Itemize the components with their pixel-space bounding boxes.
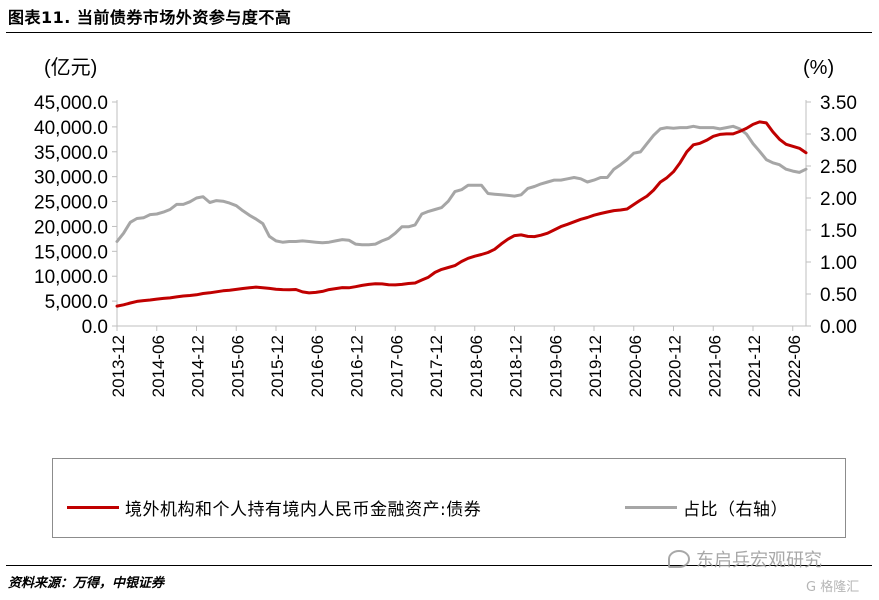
left-axis-tick-label: 30,000.0 <box>34 168 108 189</box>
legend-item-share: 占比（右轴） <box>625 495 788 520</box>
left-axis-tick-label: 25,000.0 <box>34 193 108 214</box>
x-axis-tick-label: 2020-12 <box>666 335 685 397</box>
x-axis-tick-label: 2021-12 <box>745 335 764 397</box>
x-axis-tick-label: 2022-06 <box>785 335 804 397</box>
legend-item-bonds: 境外机构和个人持有境内人民币金融资产:债券 <box>67 495 481 520</box>
x-axis-tick-label: 2019-06 <box>546 335 565 397</box>
x-axis-tick-label: 2014-12 <box>189 335 208 397</box>
right-axis-tick-label: 2.00 <box>820 189 857 210</box>
x-axis-tick-label: 2021-06 <box>705 335 724 397</box>
x-axis-tick-label: 2017-06 <box>387 335 406 397</box>
x-axis-tick-label: 2015-06 <box>228 335 247 397</box>
left-axis-tick-label: 15,000.0 <box>34 242 108 263</box>
right-axis-tick-label: 1.50 <box>820 221 857 242</box>
x-axis-tick-label: 2017-12 <box>427 335 446 397</box>
left-axis-tick-label: 20,000.0 <box>34 217 108 238</box>
left-axis-tick-label: 45,000.0 <box>34 93 108 114</box>
wechat-icon <box>668 550 690 568</box>
right-axis-tick-label: 0.50 <box>820 285 857 306</box>
source-divider <box>6 565 872 566</box>
x-axis-tick-label: 2016-12 <box>348 335 367 397</box>
right-axis-unit: (%) <box>803 57 834 79</box>
left-axis-unit: (亿元) <box>44 56 97 79</box>
watermark: 东启兵宏观研究 <box>668 546 822 572</box>
left-axis-tick-label: 40,000.0 <box>34 118 108 139</box>
source-note: 资料来源：万得，中银证券 <box>8 576 165 591</box>
right-axis-tick-label: 2.50 <box>820 157 857 178</box>
x-axis-tick-label: 2016-06 <box>308 335 327 397</box>
right-axis-tick-label: 0.00 <box>820 317 857 338</box>
left-axis-tick-label: 10,000.0 <box>34 267 108 288</box>
x-axis-tick-label: 2013-12 <box>109 335 128 397</box>
x-axis-tick-label: 2015-12 <box>268 335 287 397</box>
right-axis-tick-label: 1.00 <box>820 253 857 274</box>
right-axis-tick-label: 3.50 <box>820 93 857 114</box>
left-axis-tick-label: 0.0 <box>82 317 108 338</box>
title-divider <box>6 32 872 33</box>
figure-title: 图表11. 当前债券市场外资参与度不高 <box>8 8 292 27</box>
left-axis-tick-label: 35,000.0 <box>34 143 108 164</box>
left-axis-tick-label: 5,000.0 <box>45 292 108 313</box>
x-axis-tick-label: 2018-06 <box>467 335 486 397</box>
series-line-share <box>115 124 808 247</box>
series-line-bonds <box>115 120 808 308</box>
watermark-text: 东启兵宏观研究 <box>696 550 822 571</box>
legend: 境外机构和个人持有境内人民币金融资产:债券 占比（右轴） <box>52 458 846 538</box>
x-axis-tick-label: 2018-12 <box>507 335 526 397</box>
legend-label-share: 占比（右轴） <box>683 500 788 520</box>
x-axis-tick-label: 2019-12 <box>586 335 605 397</box>
legend-swatch-gray <box>625 506 677 509</box>
legend-label-bonds: 境外机构和个人持有境内人民币金融资产:债券 <box>125 500 482 520</box>
x-axis-tick-label: 2014-06 <box>149 335 168 397</box>
legend-swatch-red <box>67 506 119 509</box>
watermark-badge: G 格隆汇 <box>806 580 860 595</box>
x-axis-tick-label: 2020-06 <box>626 335 645 397</box>
right-axis-tick-label: 3.00 <box>820 125 857 146</box>
chart: (亿元) (%) 0.0 5,000.0 10,000.0 15,000.0 20,000.… <box>34 56 857 397</box>
